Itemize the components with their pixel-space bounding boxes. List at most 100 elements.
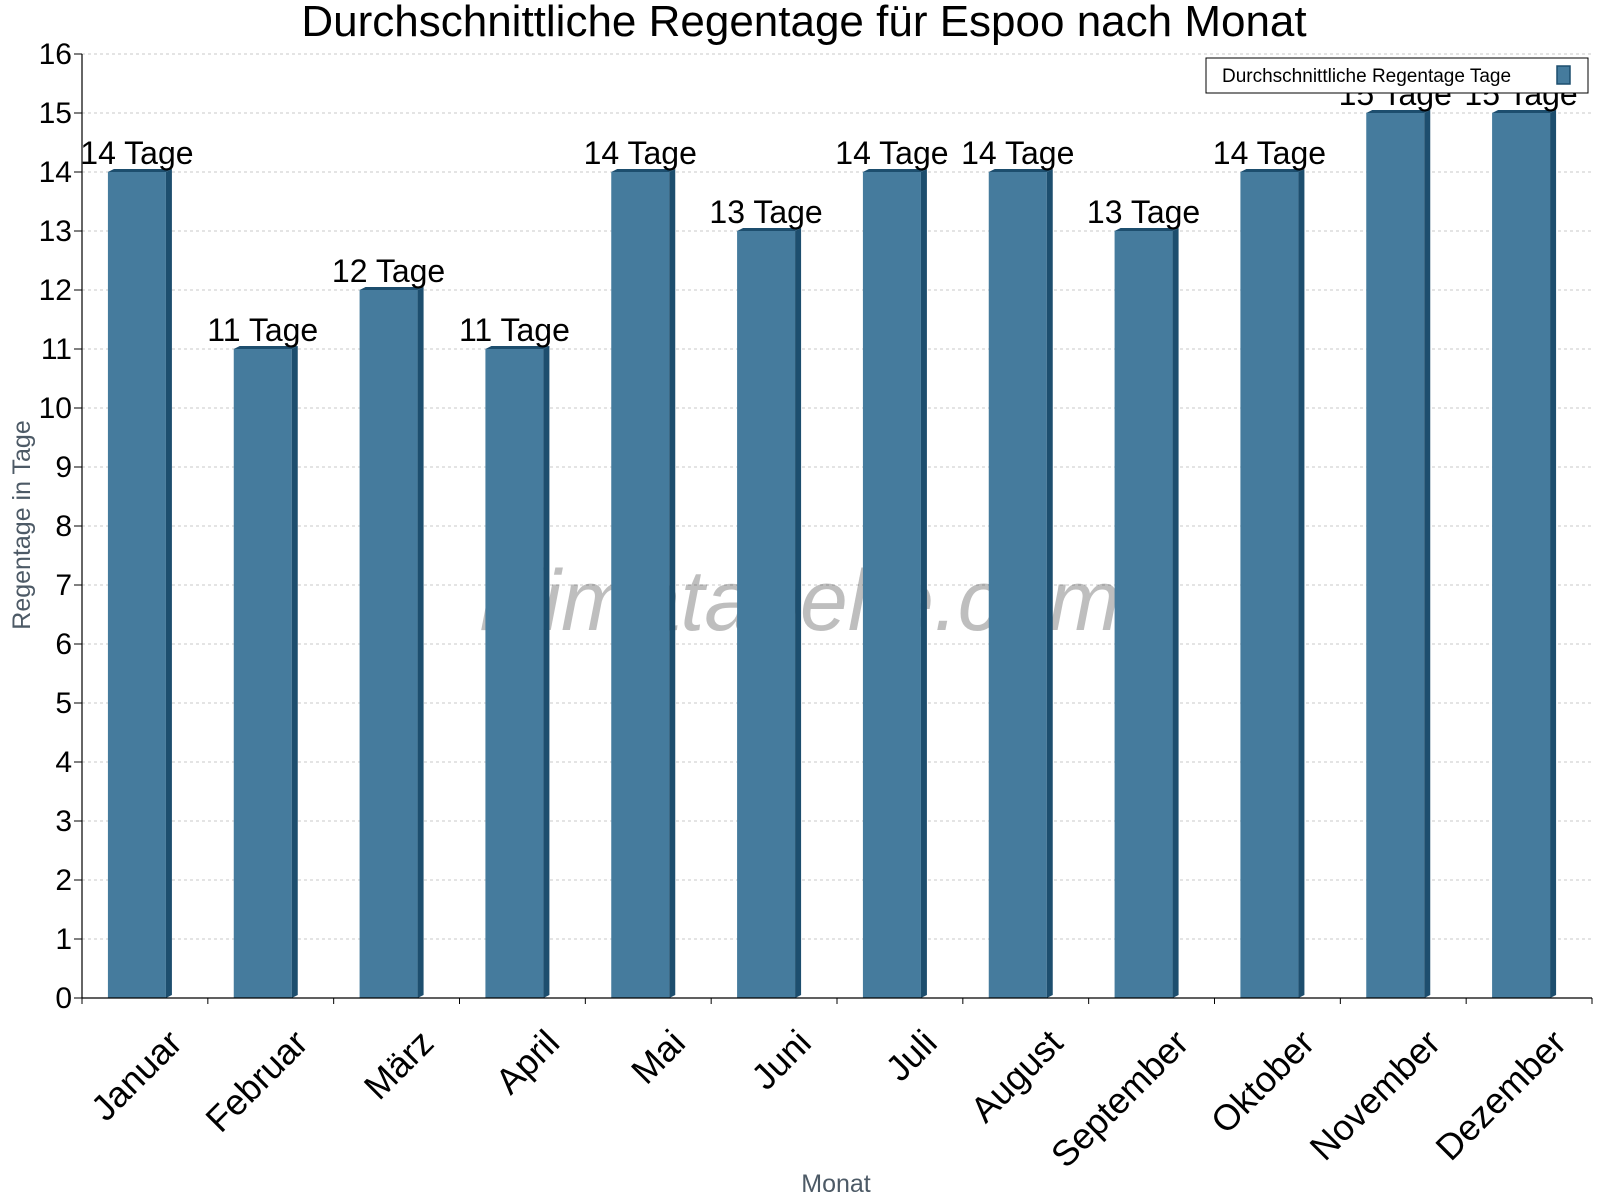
- bar: [1240, 169, 1305, 998]
- x-axis-label: Monat: [801, 1170, 871, 1198]
- bar-front: [107, 172, 166, 998]
- y-axis-label: Regentage in Tage: [8, 420, 36, 629]
- x-tick-label: Februar: [197, 1022, 315, 1140]
- bar: [485, 346, 550, 998]
- bar-side: [920, 169, 927, 998]
- bar-side: [1550, 110, 1557, 998]
- bar-side: [417, 287, 424, 998]
- bar-side: [795, 228, 802, 998]
- x-tick-label: November: [1302, 1022, 1448, 1168]
- data-label: 13 Tage: [1087, 194, 1200, 230]
- y-tick-label: 11: [41, 333, 72, 366]
- axes: [81, 54, 1592, 999]
- bar-top: [359, 287, 424, 290]
- chart-title: Durchschnittliche Regentage für Espoo na…: [301, 0, 1306, 46]
- bar-side: [1172, 228, 1179, 998]
- y-tick-label: 1: [55, 923, 72, 956]
- bar-top: [862, 169, 927, 172]
- y-tick-label: 7: [55, 569, 72, 602]
- y-tick-label: 10: [39, 392, 72, 425]
- bar-top: [485, 346, 550, 349]
- x-tick-label: Januar: [83, 1022, 190, 1129]
- bar-front: [1114, 231, 1173, 998]
- bar-side: [669, 169, 676, 998]
- bar: [1114, 228, 1179, 998]
- bar-front: [233, 349, 292, 998]
- bar-top: [611, 169, 676, 172]
- y-tick-label: 9: [55, 451, 72, 484]
- x-tick-label: Juli: [877, 1022, 944, 1089]
- bar-top: [107, 169, 172, 172]
- x-tick-label: März: [356, 1022, 442, 1108]
- y-tick-label: 16: [39, 38, 72, 71]
- bar-front: [485, 349, 544, 998]
- legend-box: [1205, 57, 1589, 94]
- y-tick-label: 3: [55, 805, 72, 838]
- bar: [737, 228, 802, 998]
- bar-top: [988, 169, 1053, 172]
- data-labels: 14 Tage 11 Tage 12 Tage 11 Tage 14 Tage 13 Ta…: [80, 76, 1577, 348]
- y-tick-label: 4: [55, 746, 72, 779]
- bar-front: [1240, 172, 1299, 998]
- data-label: 14 Tage: [835, 135, 948, 171]
- bar-top: [1114, 228, 1179, 231]
- x-tick-label: Oktober: [1203, 1022, 1323, 1142]
- data-label: 11 Tage: [207, 312, 318, 348]
- y-tick-label: 0: [55, 982, 72, 1015]
- grid-lines: [82, 53, 1592, 940]
- x-tick-label: August: [962, 1022, 1070, 1130]
- bar-top: [1492, 110, 1557, 113]
- legend-swatch: [1556, 65, 1571, 85]
- x-tick-label: September: [1043, 1022, 1197, 1176]
- bar-top: [233, 346, 298, 349]
- legend: Durchschnittliche Regentage Tage: [1205, 57, 1589, 94]
- x-tick-label: Dezember: [1427, 1022, 1573, 1168]
- data-label: 12 Tage: [332, 253, 445, 289]
- bar: [233, 346, 298, 998]
- bar: [1366, 110, 1431, 998]
- bar: [1492, 110, 1557, 998]
- data-label: 14 Tage: [584, 135, 697, 171]
- data-label: 14 Tage: [1213, 135, 1326, 171]
- legend-label: Durchschnittliche Regentage Tage: [1222, 66, 1511, 87]
- x-axis-ticks: Januar Februar März April Mai Juni Juli AugustS…: [81, 998, 1593, 1176]
- y-tick-label: 13: [39, 215, 72, 248]
- bar: [862, 169, 927, 998]
- y-tick-label: 12: [39, 274, 72, 307]
- bar-front: [988, 172, 1047, 998]
- bar-front: [1492, 113, 1551, 998]
- bar: [359, 287, 424, 998]
- bar-side: [1424, 110, 1431, 998]
- bar-top: [1240, 169, 1305, 172]
- bar-front: [1366, 113, 1425, 998]
- bar-side: [1046, 169, 1053, 998]
- bar-front: [862, 172, 921, 998]
- bar-side: [1298, 169, 1305, 998]
- bar-front: [611, 172, 670, 998]
- y-tick-label: 14: [39, 156, 72, 189]
- data-label: 14 Tage: [961, 135, 1074, 171]
- x-tick-label: Juni: [743, 1022, 819, 1098]
- data-label: 14 Tage: [80, 135, 193, 171]
- x-tick-label: Mai: [623, 1022, 693, 1092]
- data-label: 11 Tage: [459, 312, 570, 348]
- bar-top: [737, 228, 802, 231]
- bar: [988, 169, 1053, 998]
- x-tick-label: April: [487, 1022, 567, 1102]
- bar: [611, 169, 676, 998]
- y-tick-label: 15: [39, 97, 72, 130]
- bar-side: [165, 169, 172, 998]
- bar-series: [107, 110, 1557, 998]
- bar-front: [359, 290, 418, 998]
- y-tick-label: 6: [55, 628, 72, 661]
- bar-front: [737, 231, 796, 998]
- bar-side: [543, 346, 550, 998]
- bar-top: [1366, 110, 1431, 113]
- y-tick-label: 5: [55, 687, 72, 720]
- bar-side: [291, 346, 298, 998]
- y-tick-label: 2: [55, 864, 72, 897]
- bar: [107, 169, 172, 998]
- y-tick-label: 8: [55, 510, 72, 543]
